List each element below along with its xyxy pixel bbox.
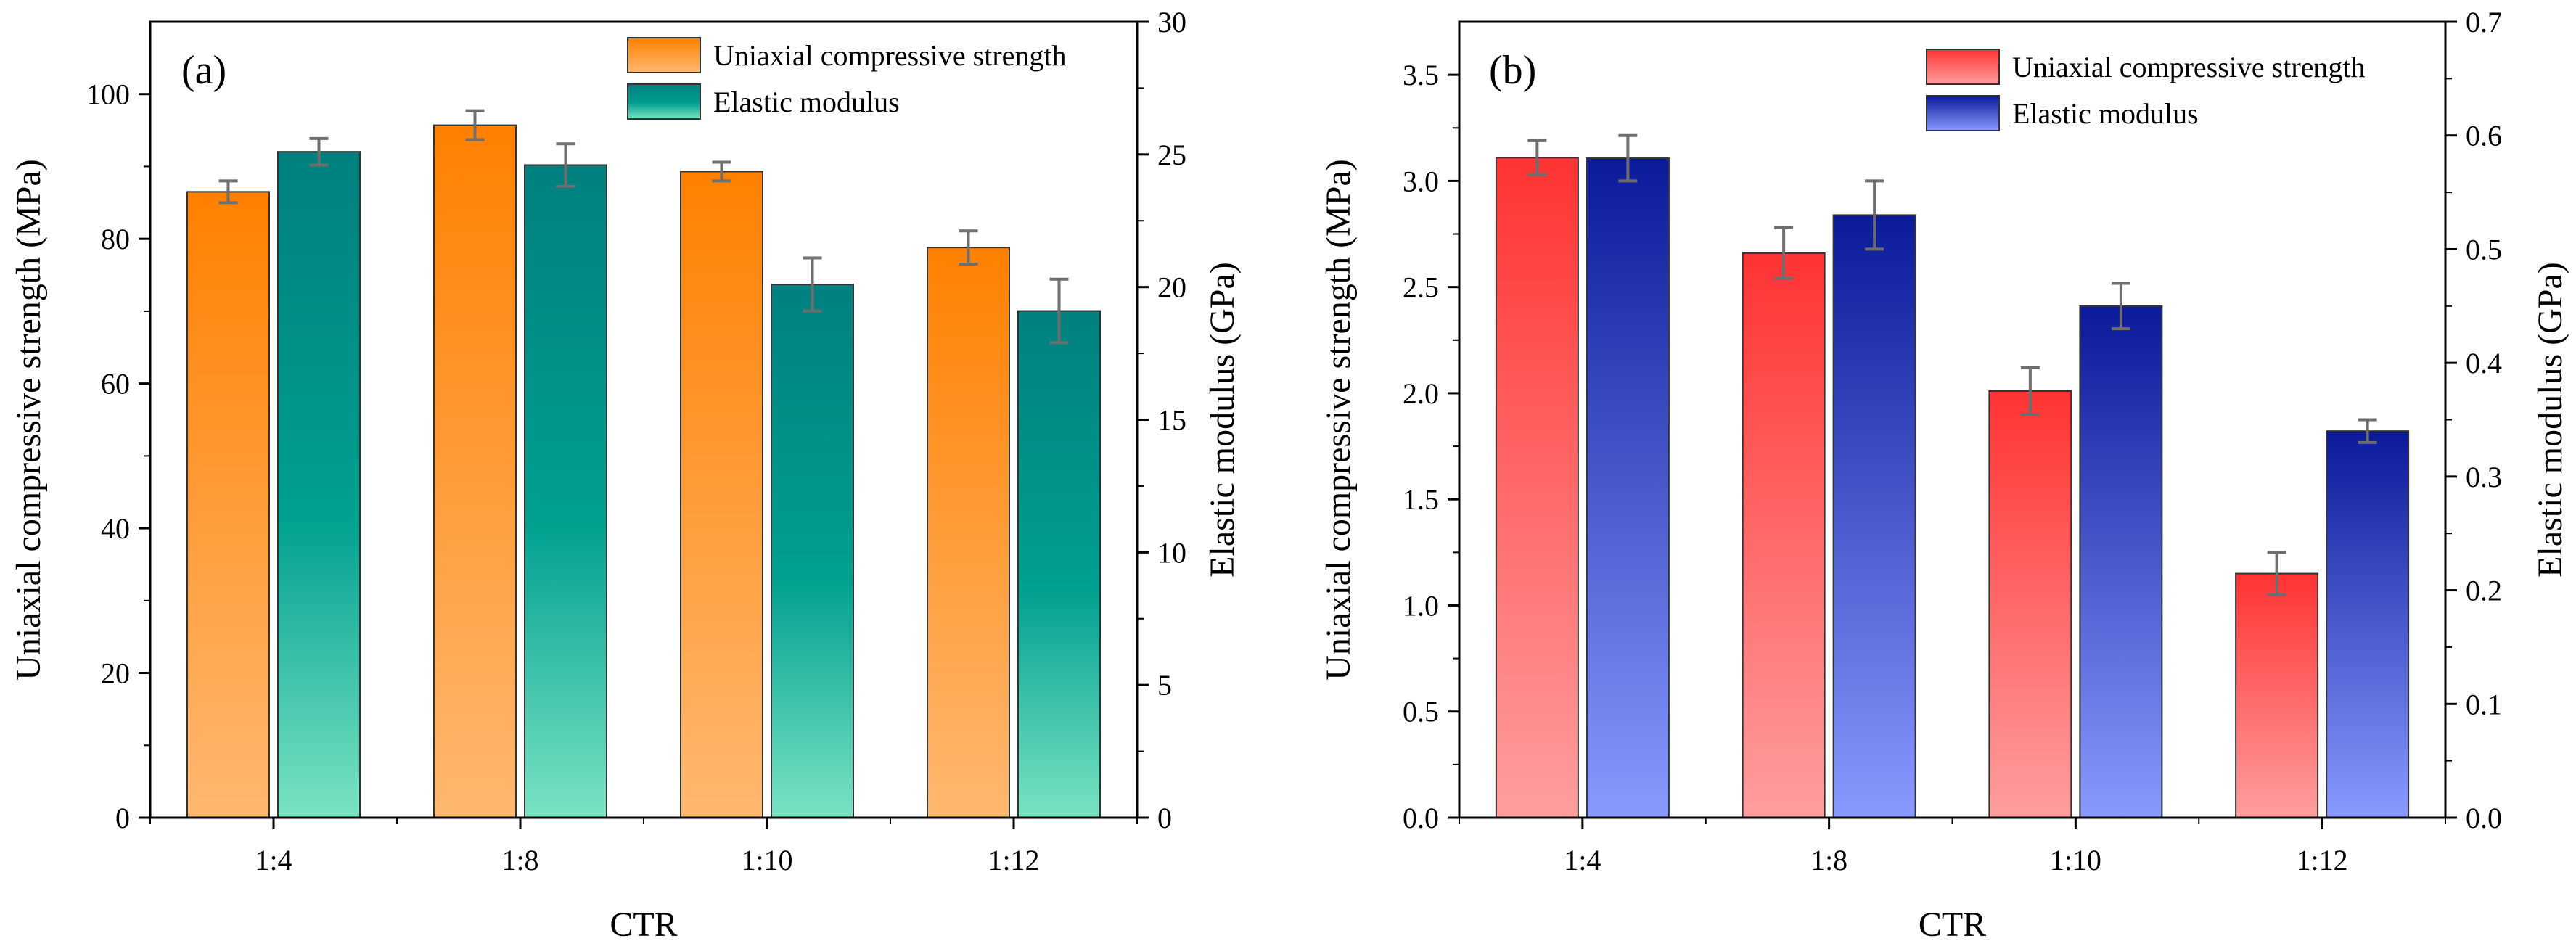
bar-group-ucs-0 [186, 179, 270, 819]
bar-group-modulus-2 [771, 256, 854, 818]
y2-tick-label: 15 [1157, 404, 1186, 437]
y2-tick-label: 30 [1157, 6, 1186, 38]
bar-group-modulus-0 [277, 136, 361, 818]
y-axis-title: Uniaxial compressive strength (MPa) [9, 159, 48, 681]
legend-item-ucs: Uniaxial compressive strength [627, 37, 1067, 73]
y-tick-label: 100 [86, 78, 130, 111]
y-tick-label: 1.0 [1403, 589, 1439, 622]
y-tick-label: 3.5 [1403, 59, 1439, 91]
y2-tick-label: 0.2 [2466, 575, 2502, 607]
y2-tick-label: 0.3 [2466, 461, 2502, 493]
panel-label: (a) [181, 48, 226, 93]
x-tick-label: 1:8 [1810, 844, 1847, 876]
y2-axis-title: Elastic modulus (GPa) [1203, 262, 1242, 578]
y2-tick-label: 0.0 [2466, 802, 2502, 834]
panel-b: 1:4 1:8 1:10 1:12 0.0 0.5 1.0 1.5 2.0 2.5 3.0 3.5 0.… [1319, 6, 2569, 944]
legend-swatch [627, 37, 701, 73]
x-tick-label: 1:10 [741, 844, 792, 876]
bar-group-modulus-2 [2079, 282, 2163, 818]
bar-group-ucs-2 [680, 160, 763, 819]
bar-group-ucs-1 [1742, 226, 1826, 818]
legend-swatch [1926, 49, 2000, 85]
panel-a: 1:4 1:8 1:10 1:12 0 20 40 60 80 100 0 5 10 15 20 25 30 Un… [9, 6, 1242, 944]
y-tick-label: 40 [101, 512, 130, 545]
x-tick-label: 1:8 [501, 844, 538, 876]
y2-tick-label: 25 [1157, 139, 1186, 171]
x-tick-label: 1:4 [255, 844, 292, 876]
legend-label: Uniaxial compressive strength [2012, 51, 2366, 83]
y2-tick-label: 0.7 [2466, 6, 2502, 38]
y-tick-label: 0.5 [1403, 696, 1439, 728]
bar-group-modulus-0 [1586, 133, 1670, 819]
bar-group-ucs-3 [927, 229, 1010, 818]
legend-swatch [1926, 95, 2000, 131]
bar [433, 124, 517, 819]
bar-group-modulus-1 [524, 142, 607, 818]
y-tick-label: 0 [115, 802, 130, 834]
bar-group-ucs-1 [433, 109, 517, 819]
legend-label: Elastic modulus [713, 86, 900, 118]
x-tick-label: 1:10 [2050, 844, 2101, 876]
bar-group-ucs-0 [1495, 139, 1579, 819]
y-tick-label: 60 [101, 368, 130, 400]
bar [524, 164, 607, 818]
bar [2235, 572, 2319, 818]
bar-group-modulus-3 [1017, 277, 1101, 818]
x-axis-title: CTR [610, 905, 677, 944]
y-tick-label: 2.5 [1403, 271, 1439, 304]
bar [186, 191, 270, 819]
panel-label: (b) [1489, 48, 1536, 93]
bar-group-modulus-3 [2326, 418, 2410, 818]
y-tick-label: 2.0 [1403, 377, 1439, 410]
bar [1988, 390, 2072, 818]
bar [2079, 305, 2163, 818]
y2-tick-label: 0.6 [2466, 120, 2502, 152]
bar [1832, 214, 1916, 818]
y-tick-label: 1.5 [1403, 483, 1439, 516]
x-axis-title: CTR [1919, 905, 1986, 944]
x-tick-label: 1:12 [988, 844, 1039, 876]
y2-tick-label: 0.1 [2466, 688, 2502, 720]
legend-swatch [627, 83, 701, 120]
y2-tick-label: 10 [1157, 536, 1186, 569]
bar-group-ucs-3 [2235, 551, 2319, 818]
bar [1742, 252, 1826, 818]
bar-group-ucs-2 [1988, 366, 2072, 818]
bar [1495, 157, 1579, 819]
bar [277, 151, 361, 818]
y2-tick-label: 20 [1157, 271, 1186, 304]
y-axis-title: Uniaxial compressive strength (MPa) [1319, 159, 1358, 681]
legend-item-ucs: Uniaxial compressive strength [1926, 49, 2366, 85]
x-tick-label: 1:4 [1564, 844, 1601, 876]
legend-label: Uniaxial compressive strength [713, 39, 1067, 72]
legend-item-modulus: Elastic modulus [1926, 95, 2199, 131]
y-tick-label: 20 [101, 657, 130, 690]
bar-group-modulus-1 [1832, 179, 1916, 818]
y2-tick-label: 5 [1157, 669, 1172, 702]
legend-label: Elastic modulus [2012, 97, 2199, 130]
legend-item-modulus: Elastic modulus [627, 83, 900, 120]
y-tick-label: 3.0 [1403, 165, 1439, 197]
y2-tick-label: 0.5 [2466, 233, 2502, 266]
bar [2326, 430, 2410, 818]
y-tick-label: 0.0 [1403, 802, 1439, 834]
y-tick-label: 80 [101, 223, 130, 255]
y2-tick-label: 0 [1157, 802, 1172, 834]
bar [771, 284, 854, 818]
bar [1017, 310, 1101, 818]
y2-tick-label: 0.4 [2466, 347, 2502, 379]
y2-axis-title: Elastic modulus (GPa) [2531, 262, 2569, 578]
bar [1586, 157, 1670, 819]
bar [680, 171, 763, 819]
x-tick-label: 1:12 [2297, 844, 2348, 876]
bar [927, 247, 1010, 818]
